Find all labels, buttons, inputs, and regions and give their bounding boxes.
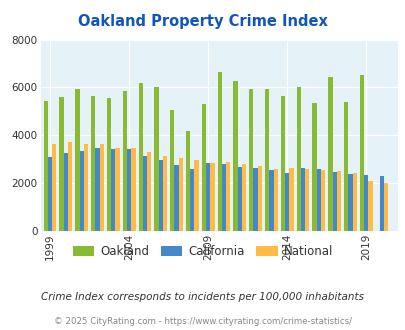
Bar bbox=[289, 168, 293, 231]
Bar bbox=[343, 102, 347, 231]
Bar bbox=[194, 160, 198, 231]
Bar bbox=[237, 167, 241, 231]
Bar bbox=[170, 110, 174, 231]
Bar bbox=[284, 173, 289, 231]
Bar bbox=[233, 82, 237, 231]
Bar bbox=[257, 166, 261, 231]
Bar bbox=[352, 173, 356, 231]
Bar bbox=[336, 171, 340, 231]
Bar bbox=[273, 169, 277, 231]
Bar bbox=[111, 149, 115, 231]
Bar bbox=[91, 96, 95, 231]
Bar bbox=[107, 98, 111, 231]
Bar bbox=[95, 148, 99, 231]
Bar bbox=[115, 148, 119, 231]
Bar bbox=[241, 164, 245, 231]
Bar bbox=[226, 162, 230, 231]
Text: © 2025 CityRating.com - https://www.cityrating.com/crime-statistics/: © 2025 CityRating.com - https://www.city… bbox=[54, 317, 351, 326]
Bar bbox=[162, 156, 167, 231]
Bar bbox=[367, 181, 372, 231]
Text: Oakland Property Crime Index: Oakland Property Crime Index bbox=[78, 14, 327, 29]
Bar bbox=[122, 91, 127, 231]
Bar bbox=[79, 151, 83, 231]
Bar bbox=[296, 87, 300, 231]
Bar bbox=[379, 177, 383, 231]
Text: Crime Index corresponds to incidents per 100,000 inhabitants: Crime Index corresponds to incidents per… bbox=[41, 292, 364, 302]
Bar bbox=[300, 168, 305, 231]
Bar bbox=[316, 169, 320, 231]
Bar bbox=[305, 169, 309, 231]
Bar bbox=[68, 143, 72, 231]
Bar bbox=[154, 87, 158, 231]
Bar bbox=[48, 157, 52, 231]
Bar bbox=[178, 158, 183, 231]
Bar bbox=[264, 89, 269, 231]
Bar bbox=[327, 77, 332, 231]
Bar bbox=[280, 96, 284, 231]
Bar bbox=[75, 89, 79, 231]
Bar bbox=[320, 170, 324, 231]
Bar bbox=[332, 172, 336, 231]
Bar bbox=[210, 163, 214, 231]
Bar bbox=[174, 165, 178, 231]
Bar bbox=[60, 97, 64, 231]
Bar bbox=[312, 103, 316, 231]
Bar bbox=[131, 148, 135, 231]
Bar bbox=[363, 176, 367, 231]
Bar bbox=[83, 144, 88, 231]
Bar bbox=[249, 89, 253, 231]
Bar bbox=[347, 174, 352, 231]
Bar bbox=[221, 164, 226, 231]
Bar bbox=[143, 156, 147, 231]
Legend: Oakland, California, National: Oakland, California, National bbox=[68, 241, 337, 263]
Bar bbox=[205, 163, 210, 231]
Bar bbox=[269, 170, 273, 231]
Bar bbox=[201, 104, 205, 231]
Bar bbox=[383, 183, 388, 231]
Bar bbox=[359, 76, 363, 231]
Bar bbox=[64, 152, 68, 231]
Bar bbox=[99, 144, 104, 231]
Bar bbox=[185, 130, 190, 231]
Bar bbox=[127, 149, 131, 231]
Bar bbox=[44, 101, 48, 231]
Bar bbox=[217, 72, 221, 231]
Bar bbox=[190, 169, 194, 231]
Bar bbox=[138, 83, 143, 231]
Bar bbox=[253, 168, 257, 231]
Bar bbox=[147, 152, 151, 231]
Bar bbox=[158, 160, 162, 231]
Bar bbox=[52, 144, 56, 231]
